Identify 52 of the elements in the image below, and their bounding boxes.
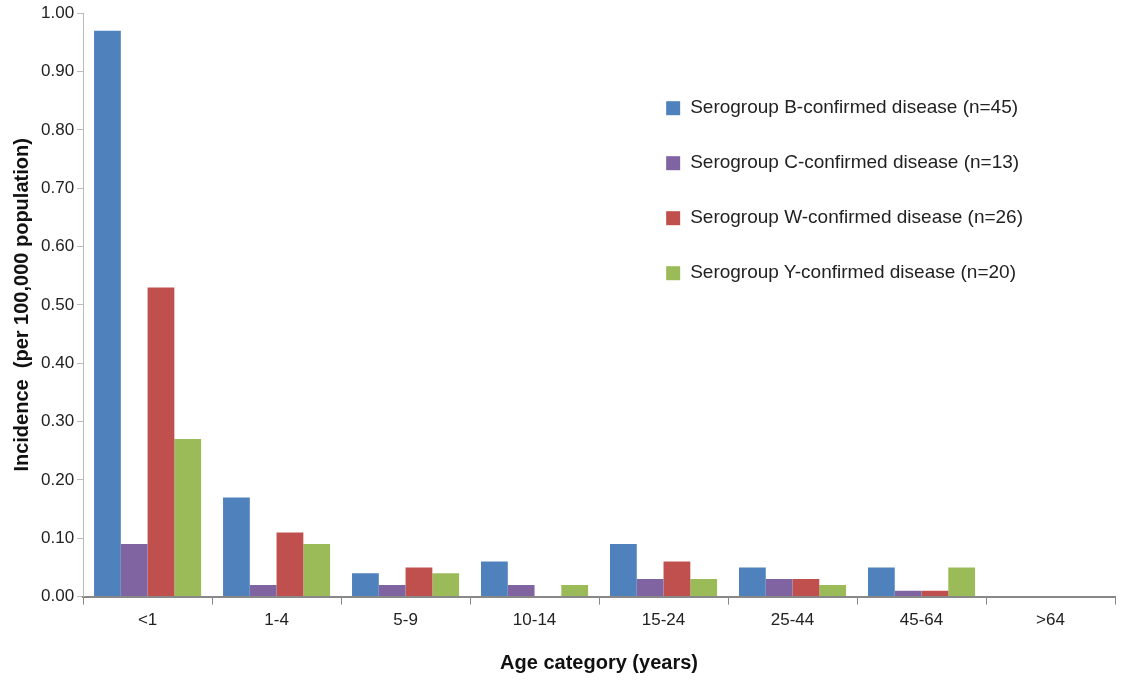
bar: [303, 544, 331, 597]
y-tick-label: 0.90: [40, 61, 75, 81]
y-tick-label: 0.10: [40, 527, 75, 547]
bar: [94, 30, 121, 597]
bar: [174, 439, 202, 597]
bar: [894, 590, 922, 597]
bar: [636, 579, 664, 597]
bar: [739, 567, 766, 597]
legend-label: Serogroup B-confirmed disease (n=45): [690, 96, 1019, 118]
bar: [663, 561, 691, 597]
bar: [432, 573, 460, 597]
bar: [690, 579, 718, 597]
y-tick-label: 0.50: [40, 294, 75, 314]
bar: [223, 497, 250, 597]
legend-label: Serogroup Y-confirmed disease (n=20): [690, 261, 1016, 283]
y-axis-title: Incidence (per 100,000 population): [9, 138, 32, 472]
y-tick-label: 0.00: [40, 586, 75, 606]
bar: [481, 561, 508, 597]
bar: [147, 287, 175, 597]
x-axis-title: Age category (years): [500, 650, 698, 673]
x-tick-label: 15-24: [641, 610, 686, 630]
bar: [921, 590, 949, 597]
bar: [507, 584, 535, 597]
legend-label: Serogroup W-confirmed disease (n=26): [690, 206, 1023, 228]
y-tick-label: 1.00: [40, 2, 75, 22]
x-tick-label: 1-4: [264, 610, 289, 630]
bar: [792, 579, 820, 597]
bar: [610, 544, 637, 597]
x-tick-label: 10-14: [512, 610, 557, 630]
x-tick-label: >64: [1036, 610, 1065, 630]
y-tick-label: 0.80: [40, 119, 75, 139]
bar: [352, 573, 379, 597]
x-tick-label: 25-44: [770, 610, 815, 630]
bar: [405, 567, 433, 597]
x-tick-label: <1: [137, 610, 158, 630]
y-tick-label: 0.60: [40, 236, 75, 256]
y-tick-label: 0.30: [40, 411, 75, 431]
y-tick-label: 0.20: [40, 469, 75, 489]
bar: [276, 532, 304, 597]
bar: [561, 584, 589, 597]
x-tick-label: 5-9: [393, 610, 418, 630]
x-tick-label: 45-64: [899, 610, 944, 630]
bar: [378, 584, 406, 597]
bar: [819, 584, 847, 597]
y-tick-label: 0.70: [40, 177, 75, 197]
bar: [867, 567, 895, 597]
bar: [249, 584, 277, 597]
y-tick-label: 0.40: [40, 352, 75, 372]
bar: [120, 544, 148, 597]
bar: [948, 567, 976, 597]
bar: [765, 579, 793, 597]
legend-label: Serogroup C-confirmed disease (n=13): [690, 151, 1020, 173]
